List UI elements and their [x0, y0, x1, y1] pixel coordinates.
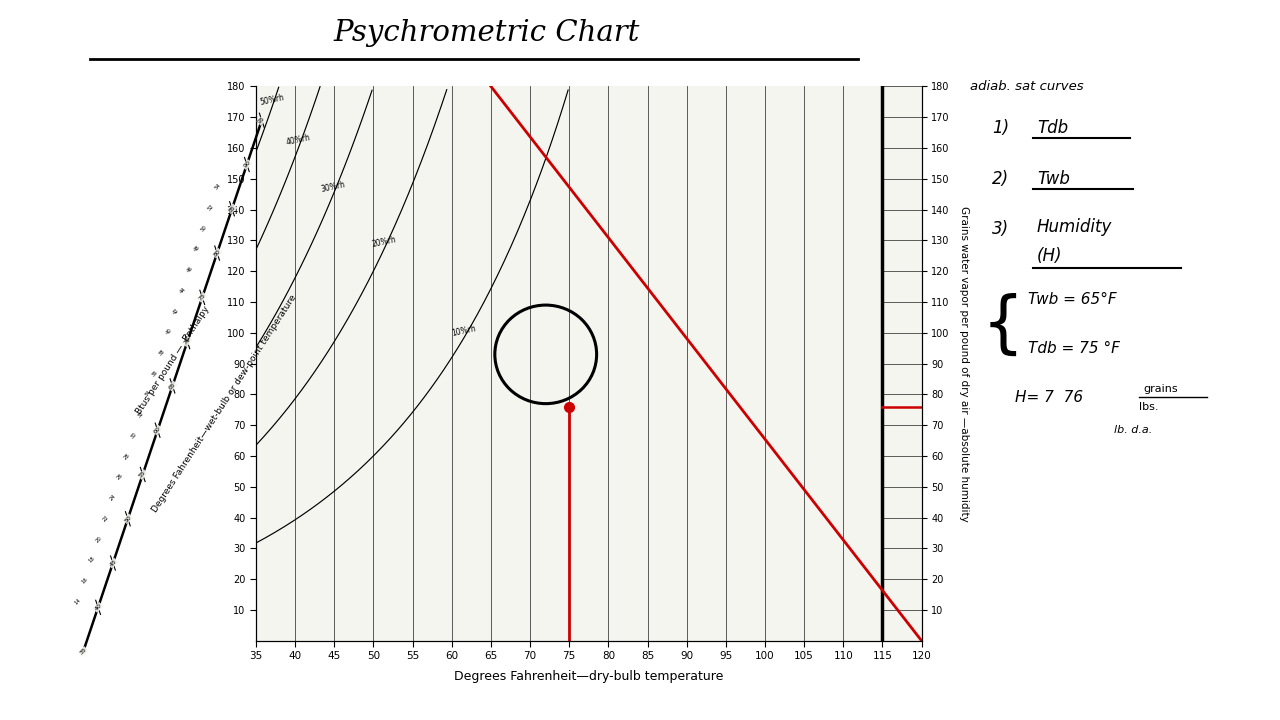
Text: 45: 45: [109, 559, 118, 567]
Text: 95: 95: [257, 116, 266, 125]
Text: grains: grains: [1143, 384, 1178, 395]
Text: H= 7  76: H= 7 76: [1015, 390, 1083, 405]
Text: 14: 14: [74, 598, 82, 606]
Text: 34: 34: [143, 390, 152, 398]
Text: 20%rh: 20%rh: [371, 235, 397, 249]
Text: lb. d.a.: lb. d.a.: [1114, 426, 1152, 436]
Text: lbs.: lbs.: [1139, 402, 1158, 413]
Text: Twb = 65°F: Twb = 65°F: [1028, 292, 1116, 307]
Text: adiab. sat curves: adiab. sat curves: [970, 80, 1084, 93]
Text: 1): 1): [992, 120, 1009, 138]
Text: Twb: Twb: [1037, 170, 1070, 188]
Text: Tdb = 75 °F: Tdb = 75 °F: [1028, 341, 1120, 356]
Text: (H): (H): [1037, 247, 1062, 265]
Text: Psychrometric Chart: Psychrometric Chart: [333, 19, 640, 47]
Text: 75: 75: [197, 293, 207, 302]
Text: 24: 24: [109, 494, 118, 502]
Text: 26: 26: [116, 473, 124, 481]
Text: 28: 28: [123, 452, 131, 460]
Text: Humidity: Humidity: [1037, 218, 1112, 236]
Text: 22: 22: [102, 514, 110, 523]
Text: 80: 80: [212, 248, 221, 258]
Text: 90: 90: [242, 160, 251, 169]
Text: 48: 48: [192, 245, 201, 253]
Text: 40%rh: 40%rh: [285, 133, 312, 147]
Text: 3): 3): [992, 220, 1009, 238]
Text: 46: 46: [186, 266, 193, 274]
Text: 10%rh: 10%rh: [451, 323, 477, 338]
Text: 40: 40: [93, 603, 102, 612]
Text: 30: 30: [129, 431, 138, 440]
Text: 2): 2): [992, 170, 1009, 188]
Text: 70: 70: [183, 337, 192, 346]
Y-axis label: Grains water vapor per pound of dry air —absolute humidity: Grains water vapor per pound of dry air …: [959, 206, 969, 521]
Text: Tdb: Tdb: [1037, 120, 1068, 138]
Text: 50: 50: [200, 224, 207, 233]
Text: 50%rh: 50%rh: [259, 93, 285, 107]
Text: 30%rh: 30%rh: [320, 180, 347, 194]
Text: 36: 36: [151, 369, 159, 377]
Text: 35: 35: [78, 647, 88, 656]
Text: 18: 18: [88, 556, 96, 564]
Text: 42: 42: [172, 307, 180, 315]
Text: 60: 60: [154, 426, 163, 435]
Text: Degrees Fahrenheit—wet-bulb or dew-point temperature: Degrees Fahrenheit—wet-bulb or dew-point…: [150, 293, 298, 513]
Text: 44: 44: [179, 287, 187, 294]
Text: 16: 16: [81, 577, 90, 585]
Text: {: {: [982, 292, 1024, 359]
Text: 40: 40: [165, 328, 173, 336]
Text: 55: 55: [138, 470, 147, 479]
Text: 52: 52: [206, 203, 215, 212]
Text: 85: 85: [228, 204, 237, 213]
Text: 54: 54: [214, 183, 221, 191]
X-axis label: Degrees Fahrenheit—dry-bulb temperature: Degrees Fahrenheit—dry-bulb temperature: [454, 670, 723, 683]
Text: 38: 38: [157, 348, 166, 356]
Text: Btus per pound —  Enthalpy: Btus per pound — Enthalpy: [134, 305, 211, 415]
Text: 32: 32: [137, 410, 145, 419]
Text: 20: 20: [95, 535, 104, 544]
Text: 50: 50: [123, 514, 132, 523]
Text: 65: 65: [168, 382, 177, 390]
